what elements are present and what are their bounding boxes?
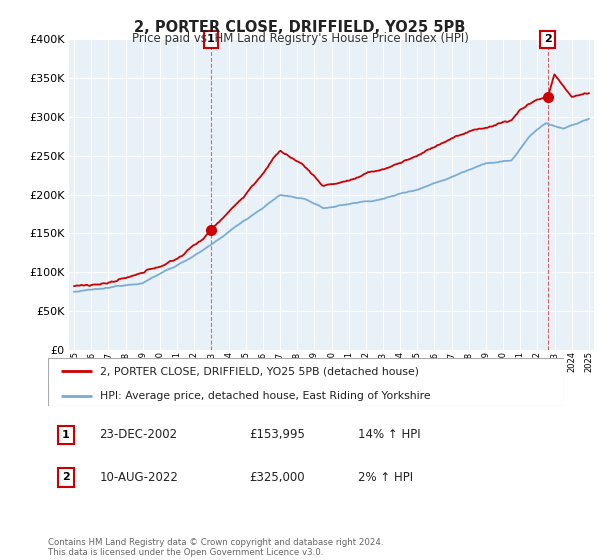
Text: 10-AUG-2022: 10-AUG-2022 [100,471,178,484]
Text: 1: 1 [62,430,70,440]
Text: Price paid vs. HM Land Registry's House Price Index (HPI): Price paid vs. HM Land Registry's House … [131,32,469,45]
Text: 23-DEC-2002: 23-DEC-2002 [100,428,178,441]
Text: £325,000: £325,000 [249,471,305,484]
Text: 2: 2 [62,472,70,482]
Text: HPI: Average price, detached house, East Riding of Yorkshire: HPI: Average price, detached house, East… [100,391,430,401]
Text: Contains HM Land Registry data © Crown copyright and database right 2024.
This d: Contains HM Land Registry data © Crown c… [48,538,383,557]
FancyBboxPatch shape [48,358,564,406]
Text: 2% ↑ HPI: 2% ↑ HPI [358,471,413,484]
Text: 2, PORTER CLOSE, DRIFFIELD, YO25 5PB: 2, PORTER CLOSE, DRIFFIELD, YO25 5PB [134,20,466,35]
Text: 2: 2 [544,34,552,44]
Text: 1: 1 [207,34,215,44]
Text: £153,995: £153,995 [249,428,305,441]
Text: 2, PORTER CLOSE, DRIFFIELD, YO25 5PB (detached house): 2, PORTER CLOSE, DRIFFIELD, YO25 5PB (de… [100,367,419,377]
Text: 14% ↑ HPI: 14% ↑ HPI [358,428,420,441]
